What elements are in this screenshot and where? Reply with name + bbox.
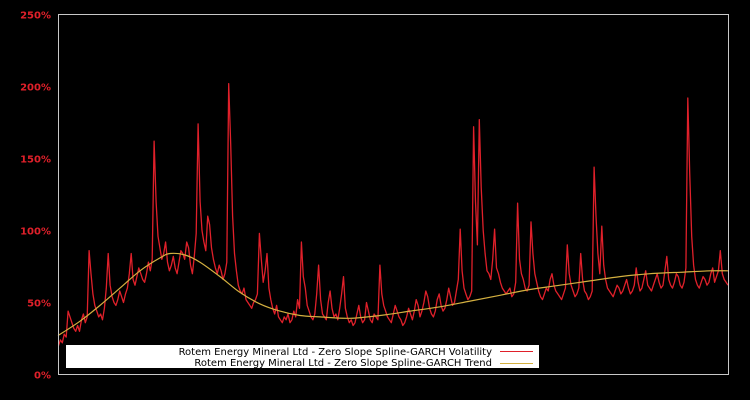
y-tick-label: 100% (20, 227, 51, 238)
legend-box (66, 345, 539, 368)
legend: Rotem Energy Mineral Ltd - Zero Slope Sp… (66, 345, 539, 369)
trend-line (57, 252, 729, 337)
y-axis: 0% 50% 100% 150% 200% 250% (20, 11, 51, 382)
plot-frame (58, 14, 729, 375)
legend-label-trend: Rotem Energy Mineral Ltd - Zero Slope Sp… (194, 358, 492, 369)
y-tick-label: 150% (20, 155, 51, 166)
y-tick-label: 0% (34, 371, 51, 382)
y-tick-label: 200% (20, 83, 51, 94)
y-tick-label: 250% (20, 11, 51, 22)
y-tick-label: 50% (27, 299, 51, 310)
legend-label-volatility: Rotem Energy Mineral Ltd - Zero Slope Sp… (179, 347, 493, 358)
plot-area (57, 82, 729, 346)
